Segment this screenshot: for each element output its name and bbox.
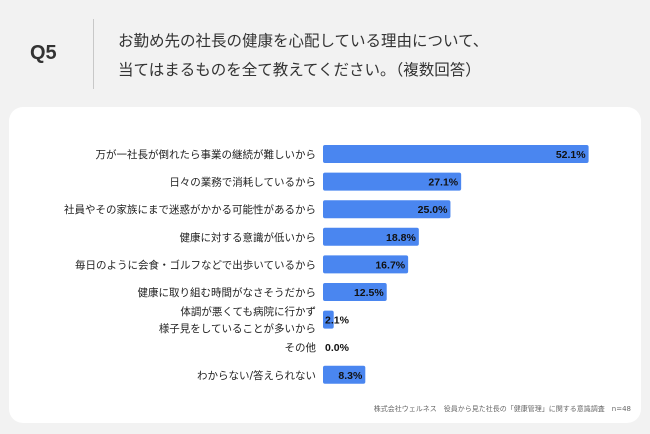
value-label: 12.5% bbox=[354, 287, 384, 299]
bar bbox=[323, 365, 366, 384]
bar bbox=[323, 145, 589, 163]
category-label: その他 bbox=[285, 341, 317, 354]
value-label: 25.0% bbox=[418, 204, 448, 216]
value-label: 52.1% bbox=[556, 149, 586, 161]
value-label: 18.8% bbox=[386, 232, 416, 244]
bar bbox=[323, 200, 451, 219]
bar bbox=[323, 227, 419, 246]
category-label: わからない/答えられない bbox=[197, 369, 316, 382]
survey-footnote: 株式会社ウェルネス 役員から見た社長の「健康管理」に関する意識調査 n=48 bbox=[373, 405, 631, 413]
value-label: 16.7% bbox=[375, 259, 405, 271]
category-label: 体調が悪くても病院に行かず様子見をしていることが多いから bbox=[159, 305, 316, 335]
bar bbox=[323, 283, 387, 301]
category-label: 万が一社長が倒れたら事業の継続が難しいから bbox=[96, 148, 317, 161]
chart-card: 万が一社長が倒れたら事業の継続が難しいから 52.1% 日々の業務で消耗しているから… bbox=[9, 107, 641, 423]
question-text: お勤め先の社長の健康を心配している理由について、 当てはまるものを全て教えてくだ… bbox=[118, 27, 488, 85]
value-label: 27.1% bbox=[428, 177, 458, 189]
category-label: 健康に対する意識が低いから bbox=[180, 231, 317, 244]
category-label: 毎日のように会食・ゴルフなどで出歩いているから bbox=[75, 258, 316, 271]
value-label: 2.1% bbox=[325, 315, 350, 327]
category-label: 健康に取り組む時間がなさそうだから bbox=[138, 286, 317, 299]
question-line-1: お勤め先の社長の健康を心配している理由について、 bbox=[118, 32, 489, 50]
header-divider bbox=[93, 19, 94, 89]
category-label: 社員やその家族にまで迷惑がかかる可能性があるから bbox=[64, 203, 316, 216]
question-number: Q5 bbox=[30, 42, 57, 64]
category-label: 日々の業務で消耗しているから bbox=[169, 176, 316, 189]
bar bbox=[323, 255, 409, 274]
bar-chart: 万が一社長が倒れたら事業の継続が難しいから 52.1% 日々の業務で消耗しているから… bbox=[64, 145, 589, 384]
bar bbox=[323, 172, 462, 191]
bar bbox=[323, 310, 334, 329]
value-label: 0.0% bbox=[325, 342, 350, 354]
value-label: 8.3% bbox=[338, 370, 363, 382]
question-line-2: 当てはまるものを全て教えてください。（複数回答） bbox=[118, 61, 481, 79]
